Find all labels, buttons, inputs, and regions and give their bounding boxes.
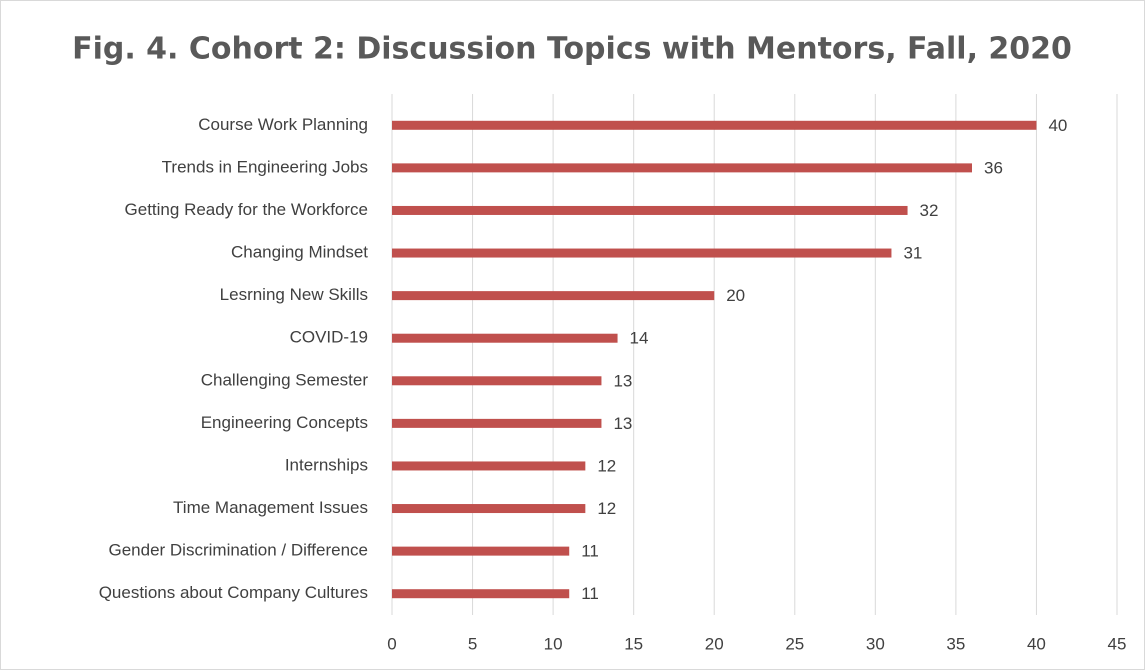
bar bbox=[392, 291, 715, 301]
bar bbox=[392, 589, 570, 599]
data-label: 11 bbox=[581, 542, 599, 561]
x-tick-label: 40 bbox=[1027, 634, 1046, 653]
x-tick-label: 25 bbox=[785, 634, 804, 653]
bar bbox=[392, 163, 972, 173]
y-tick-label: Lesrning New Skills bbox=[220, 285, 368, 304]
data-label: 11 bbox=[581, 584, 599, 603]
bar bbox=[392, 205, 908, 215]
y-tick-label: Gender Discrimination / Difference bbox=[108, 541, 368, 560]
bar bbox=[392, 376, 602, 386]
y-tick-label: Course Work Planning bbox=[198, 115, 368, 134]
data-label: 13 bbox=[613, 414, 632, 433]
x-tick-label: 20 bbox=[705, 634, 724, 653]
data-label: 13 bbox=[613, 371, 632, 390]
data-label: 31 bbox=[903, 244, 922, 263]
bar bbox=[392, 504, 586, 514]
y-tick-label: Engineering Concepts bbox=[201, 413, 368, 432]
y-tick-label: Changing Mindset bbox=[231, 243, 368, 262]
bar bbox=[392, 333, 618, 343]
x-tick-label: 5 bbox=[468, 634, 477, 653]
x-tick-label: 35 bbox=[946, 634, 965, 653]
bar bbox=[392, 418, 602, 428]
data-label: 36 bbox=[984, 158, 1003, 177]
y-tick-label: Trends in Engineering Jobs bbox=[162, 157, 368, 176]
y-tick-label: Time Management Issues bbox=[173, 498, 368, 517]
data-label: 40 bbox=[1048, 116, 1067, 135]
y-tick-label: Internships bbox=[285, 455, 368, 474]
data-label: 12 bbox=[597, 456, 616, 475]
bar bbox=[392, 546, 570, 556]
x-tick-label: 0 bbox=[387, 634, 396, 653]
y-tick-label: Questions about Company Cultures bbox=[99, 583, 368, 602]
bar bbox=[392, 248, 892, 258]
data-label: 12 bbox=[597, 499, 616, 518]
bar bbox=[392, 461, 586, 471]
x-tick-label: 10 bbox=[544, 634, 563, 653]
chart-title: Fig. 4. Cohort 2: Discussion Topics with… bbox=[72, 32, 1072, 67]
x-tick-label: 15 bbox=[624, 634, 643, 653]
x-tick-label: 45 bbox=[1108, 634, 1127, 653]
bar bbox=[392, 120, 1037, 130]
data-label: 20 bbox=[726, 286, 745, 305]
y-tick-label: Getting Ready for the Workforce bbox=[125, 200, 368, 219]
data-label: 32 bbox=[920, 201, 939, 220]
data-label: 14 bbox=[630, 329, 649, 348]
y-tick-label: Challenging Semester bbox=[201, 370, 369, 389]
x-tick-label: 30 bbox=[866, 634, 885, 653]
y-tick-label: COVID-19 bbox=[290, 328, 368, 347]
